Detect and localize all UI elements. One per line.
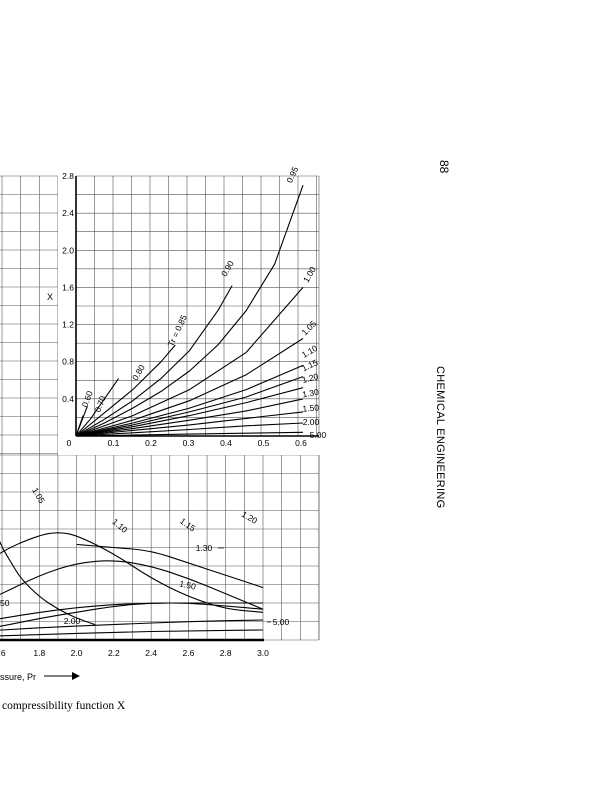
main-curve-label: 5.00: [273, 617, 290, 627]
inset-curve: [75, 287, 304, 437]
inset-curve: [75, 364, 304, 437]
main-curve: [0, 532, 264, 613]
inset-curve-label: 1.50: [302, 402, 320, 413]
main-x-tick-label: 2.0: [71, 648, 83, 658]
main-curve-label: 1.10: [110, 517, 129, 535]
inset-curve: [75, 398, 304, 437]
inset-y-tick-label: 1.6: [62, 282, 74, 292]
inset-y-tick-label: 1.2: [62, 320, 74, 330]
inset-y-tick-label: 2.4: [62, 208, 74, 218]
inset-curve-label: 1.30: [301, 387, 319, 400]
main-x-tick-label: 1.8: [33, 648, 45, 658]
arrow-head-icon: [72, 672, 80, 680]
main-curve-label: 1.20: [240, 509, 260, 526]
main-curve-label: 1.50: [178, 578, 197, 591]
inset-x-tick-label: 0.5: [258, 438, 270, 448]
main-curve: [0, 638, 264, 641]
inset-y-tick-label: 0.4: [62, 394, 74, 404]
inset-x-tick-label: 0.3: [183, 438, 195, 448]
inset-curve: [75, 431, 304, 437]
main-curve: [0, 619, 264, 631]
page-number: 88: [437, 160, 451, 174]
inset-curve: [75, 378, 120, 437]
main-curve-label: 1.15: [178, 516, 198, 534]
inset-chart: 0.4 0.8 1.2 1.6 2.0 2.4 2.8 0 0.1 0.2 0.3 0.4 0.5 0.6…: [47, 165, 327, 455]
inset-x-tick-label: 0: [67, 438, 72, 448]
inset-x-tick-label: 0.4: [220, 438, 232, 448]
inset-x-tick-label: 0.2: [145, 438, 157, 448]
inset-curve: [75, 376, 304, 437]
running-head: CHEMICAL ENGINEERING: [434, 366, 446, 509]
inset-curve: [75, 285, 233, 437]
main-x-tick-label: 2.6: [183, 648, 195, 658]
main-curve: [0, 602, 263, 620]
main-curve: [0, 540, 96, 626]
main-curve-label: 1.05: [30, 486, 47, 506]
inset-curve: [75, 422, 304, 437]
inset-curve: [75, 406, 88, 437]
inset-curve: [75, 185, 304, 437]
main-curve-label: 2.00: [64, 616, 81, 626]
inset-y-tick-label: 0.8: [62, 357, 74, 367]
inset-curve: [75, 387, 304, 437]
main-x-axis-label: ssure, Pr: [0, 672, 36, 682]
main-x-tick-label: .6: [0, 648, 6, 658]
inset-x-tick-label: 0.1: [108, 438, 120, 448]
inset-curve-label: 2.00: [303, 417, 320, 427]
inset-y-tick-label: 2.0: [62, 245, 74, 255]
inset-curve-label: 5.00: [310, 430, 327, 440]
main-curve-label: 50: [0, 598, 10, 608]
main-curve: [0, 602, 264, 627]
inset-curve-label: 1.20: [301, 371, 320, 385]
inset-curve: [75, 344, 176, 437]
main-curve-label: 1.30: [196, 543, 213, 553]
inset-curve: [75, 411, 304, 437]
main-curve: [0, 560, 264, 610]
main-curve: [0, 629, 264, 637]
inset-y-tick-label: 2.8: [62, 171, 74, 181]
figure-caption: compressibility function X: [2, 700, 126, 712]
main-x-tick-label: 3.0: [257, 648, 269, 658]
inset-background: [58, 168, 320, 455]
inset-y-axis-label: X: [47, 292, 53, 302]
main-x-tick-label: 2.4: [145, 648, 157, 658]
inset-x-tick-label: 0.6: [295, 438, 307, 448]
inset-curve: [75, 338, 304, 437]
main-x-tick-label: 2.2: [108, 648, 120, 658]
main-x-tick-label: 2.8: [220, 648, 232, 658]
main-curve: [76, 543, 264, 589]
